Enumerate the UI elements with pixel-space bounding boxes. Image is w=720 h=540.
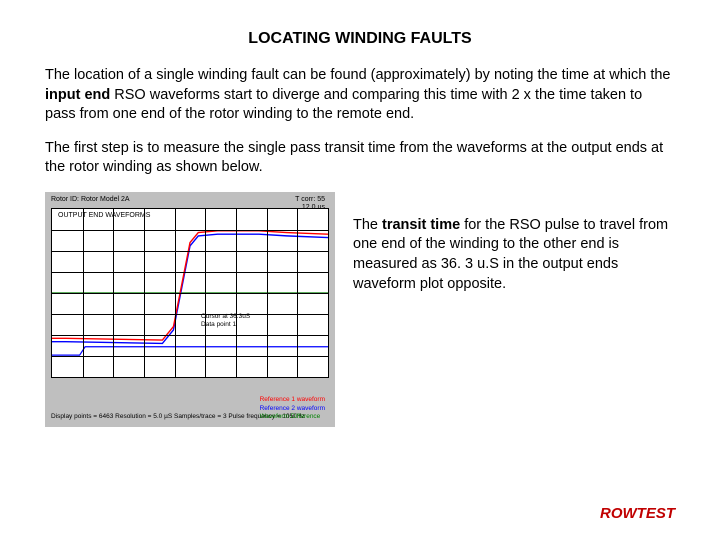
grid-h — [52, 314, 328, 315]
cursor-line-b: Data point 1 — [201, 321, 250, 329]
legend-ref2: Reference 2 waveform — [260, 405, 325, 413]
para1-bold: input end — [45, 87, 110, 103]
side-a: The — [353, 217, 382, 233]
chart-legend: Reference 1 waveform Reference 2 wavefor… — [260, 396, 325, 420]
chart-tcorr: T corr: 55 — [295, 196, 325, 204]
legend-ref1: Reference 1 waveform — [260, 396, 325, 404]
grid-h — [52, 230, 328, 231]
page-title: LOCATING WINDING FAULTS — [165, 30, 555, 48]
trace-blue-base — [52, 347, 328, 355]
grid-h — [52, 251, 328, 252]
side-bold: transit time — [382, 217, 460, 233]
legend-diff: Waveform Difference — [260, 413, 325, 421]
chart-plot-area: OUTPUT END WAVEFORMS Cursor at 36.3uS Da… — [51, 208, 329, 378]
chart-header-left: Rotor ID: Rotor Model 2A — [51, 196, 130, 203]
paragraph-1: The location of a single winding fault c… — [45, 66, 675, 125]
grid-h — [52, 356, 328, 357]
content-row: Rotor ID: Rotor Model 2A T corr: 55 12.0… — [45, 192, 675, 427]
grid-h — [52, 335, 328, 336]
paragraph-2: The first step is to measure the single … — [45, 139, 675, 178]
waveform-chart: Rotor ID: Rotor Model 2A T corr: 55 12.0… — [45, 192, 335, 427]
grid-h — [52, 272, 328, 273]
para1-text-a: The location of a single winding fault c… — [45, 67, 670, 83]
grid-h — [52, 293, 328, 294]
para1-text-b: RSO waveforms start to diverge and compa… — [45, 87, 642, 123]
side-paragraph: The transit time for the RSO pulse to tr… — [353, 192, 675, 294]
footer-brand: ROWTEST — [600, 505, 675, 522]
chart-cursor-label: Cursor at 36.3uS Data point 1 — [201, 313, 250, 329]
